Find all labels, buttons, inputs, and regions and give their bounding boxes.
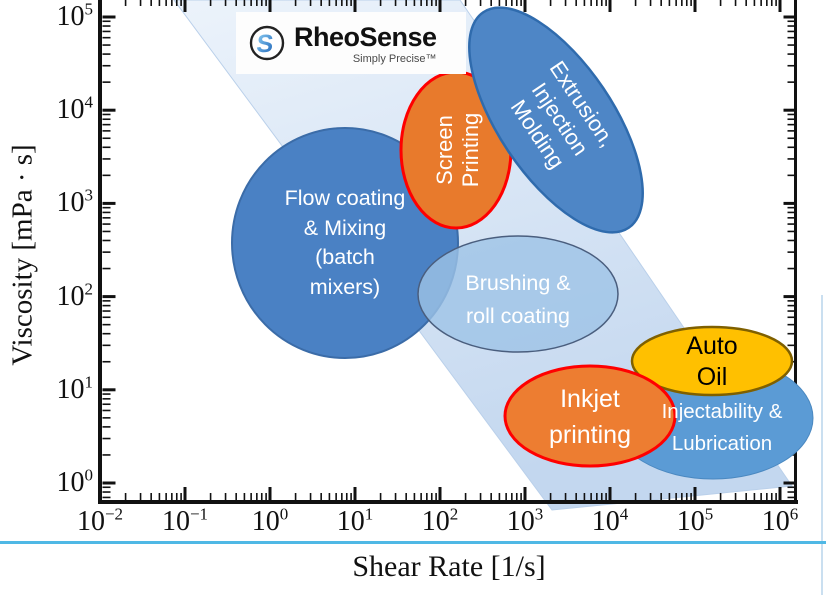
region-label-line: Injectability & [661, 400, 783, 423]
region-flow-coating [231, 127, 459, 359]
label-auto-oil: Auto Oil [686, 331, 737, 393]
region-extrusion-injection-molding [468, 6, 644, 234]
region-label-line: & Mixing [303, 215, 387, 240]
region-label-line: Screen [432, 115, 457, 185]
divider-line [0, 541, 826, 544]
x-axis-title: Shear Rate [1/s] [352, 550, 546, 583]
label-screen-printing: Screen Printing [432, 113, 484, 188]
region-label-line: mixers) [309, 274, 381, 299]
svg-text:S: S [255, 30, 275, 58]
region-auto-oil [630, 325, 794, 397]
region-inkjet-printing [503, 364, 677, 468]
region-label-line: Flow coating [284, 186, 406, 210]
region-label-line: printing [549, 421, 631, 449]
region-label-line: Auto [686, 332, 738, 360]
logo-name: RheoSense [294, 21, 437, 52]
region-label-line: Printing [458, 112, 483, 188]
rheosense-logo: S RheoSense Simply Precise™ [236, 12, 466, 74]
region-label-line: (batch [315, 245, 375, 269]
label-injectability-lubrication: Injectability & Lubrication [662, 396, 783, 460]
axes [98, 0, 798, 504]
region-brushing-roll-coating [417, 235, 619, 353]
rheosense-s-icon: S [249, 25, 285, 61]
region-label-line: Oil [696, 363, 728, 391]
label-brushing-roll-coating: Brushing & roll coating [465, 267, 570, 333]
label-inkjet-printing: Inkjet printing [549, 381, 631, 453]
label-flow-coating: Flow coating & Mixing (batch mixers) [285, 184, 406, 302]
region-label-line: Brushing & [465, 271, 571, 295]
y-axis-title: Viscosity [mPa · s] [6, 144, 39, 366]
region-label-line: Lubrication [671, 432, 773, 455]
right-edge-line [821, 295, 823, 595]
logo-text: RheoSense Simply Precise™ [294, 22, 437, 65]
region-label-line: roll coating [466, 304, 570, 328]
region-label-line: Inkjet [560, 385, 620, 413]
logo-tagline: Simply Precise™ [352, 52, 437, 65]
